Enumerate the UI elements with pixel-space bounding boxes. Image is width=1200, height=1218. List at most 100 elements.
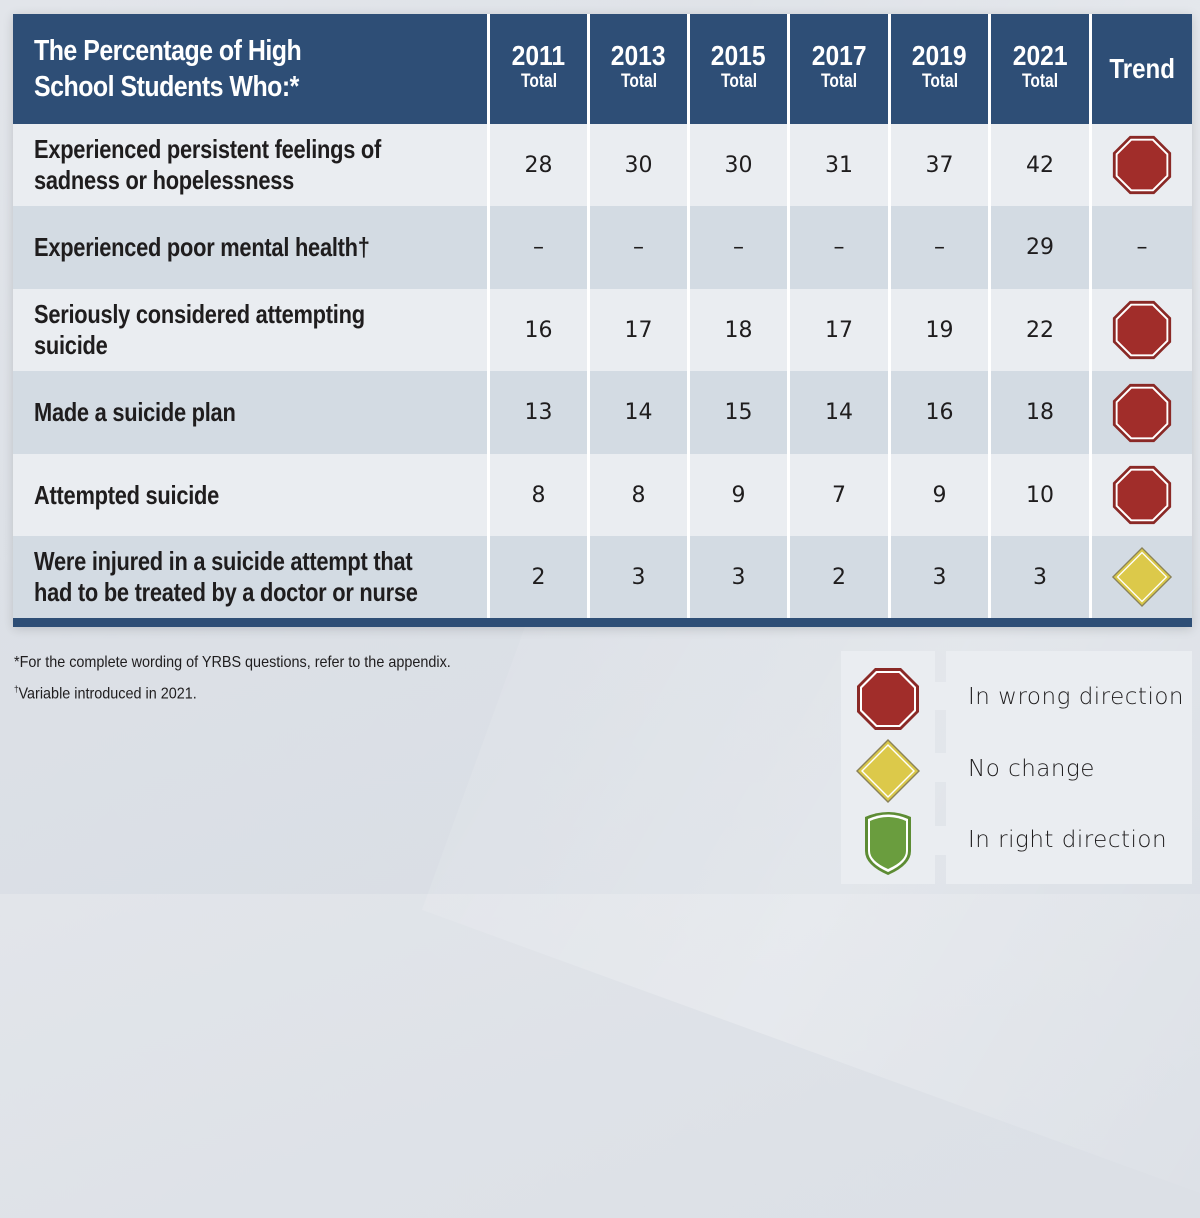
value-cell-2011: 2 [531,564,546,590]
value-cell-2021: 29 [1026,235,1054,260]
legend-label: In right direction [968,827,1168,853]
data-table: The Percentage of High School Students W… [13,14,1192,627]
column-divider [988,14,991,618]
value-cell-2015: 3 [731,564,746,590]
legend-item-right: In right direction [841,805,1192,875]
header-title-line2: School Students Who:* [34,71,299,103]
row-label-line1: Were injured in a suicide attempt that [34,546,413,576]
value-cell-2011: – [533,235,544,260]
value-cell-2011: 28 [524,152,553,178]
yield-diamond-icon [856,739,920,803]
value-cell-2019: 37 [925,152,954,178]
value-cell-2011: 8 [531,482,546,508]
legend-connector [935,826,946,855]
legend-label: In wrong direction [968,684,1184,710]
stop-octagon-icon [857,668,919,730]
row-label-line1: Attempted suicide [34,479,220,510]
value-cell-2011: 16 [524,317,553,343]
legend-item-nochange: No change [841,734,1192,804]
column-divider [587,14,590,618]
header-year-2021: 2021 Total [991,14,1089,124]
legend-text-panel [946,651,1192,884]
row-label-line2: suicide [34,330,108,360]
value-cell-2013: – [633,235,644,260]
value-cell-2021: 22 [1026,317,1054,343]
row-label: Seriously considered attempting suicide [13,289,487,371]
table-row: Attempted suicide 8 8 9 7 9 10 [13,454,1192,536]
value-cell-2013: 14 [624,400,653,425]
trend-cell [1092,536,1192,618]
year-label: 2013 [611,40,666,71]
table-row: Experienced poor mental health† – – – – – 29 – [13,206,1192,289]
table-header: The Percentage of High School Students W… [13,14,1192,124]
value-cell-2019: 16 [925,400,954,425]
value-cell-2019: – [934,235,945,260]
value-cell-2019: 19 [925,317,954,343]
value-cell-2017: 2 [832,564,846,590]
value-cell-2015: 9 [731,482,746,508]
total-label: Total [720,71,757,92]
value-cell-2015: – [733,235,744,260]
yield-diamond-icon [1111,546,1173,608]
value-cell-2015: 30 [724,152,753,178]
footnote-wording: *For the complete wording of YRBS questi… [14,654,451,671]
total-label: Total [1021,71,1059,92]
trend-cell [1092,454,1192,536]
value-cell-2017: 31 [825,152,853,178]
value-cell-2013: 3 [631,564,646,590]
value-cell-2021: 42 [1026,152,1054,178]
legend-connector [935,682,946,710]
row-label: Were injured in a suicide attempt that ha… [13,536,487,618]
value-cell-2021: 3 [1033,564,1047,590]
value-cell-2017: 14 [825,400,853,425]
table-row: Seriously considered attempting suicide 16… [13,289,1192,371]
header-year-2013: 2013 Total [590,14,687,124]
table-bottom-bar [13,618,1192,627]
row-label: Made a suicide plan [13,371,487,454]
trend-label: Trend [1109,53,1175,84]
stop-octagon-icon [1112,300,1172,360]
row-label-line2: sadness or hopelessness [34,165,295,195]
year-label: 2011 [511,40,566,71]
stop-octagon-icon [1112,383,1172,442]
trend-legend: In wrong direction No change In right di… [841,651,1192,884]
row-label: Experienced poor mental health† [13,206,487,289]
total-label: Total [620,71,657,92]
trend-cell [1092,289,1192,371]
legend-label: No change [968,756,1095,782]
header-year-2011: 2011 Total [490,14,587,124]
column-divider [687,14,690,618]
row-label-line1: Made a suicide plan [34,397,236,427]
header-year-2017: 2017 Total [790,14,888,124]
value-cell-2017: 7 [832,482,846,508]
column-divider [888,14,891,618]
trend-cell [1092,371,1192,454]
footnote-variable-text: Variable introduced in 2021. [18,685,197,703]
stop-octagon-icon [1112,135,1172,195]
year-label: 2019 [912,40,967,71]
table-row: Experienced persistent feelings of sadnes… [13,124,1192,206]
row-label-line1: Experienced poor mental health† [34,232,370,262]
column-divider [787,14,790,618]
footnote-variable: †Variable introduced in 2021. [14,684,197,703]
trend-cell [1092,124,1192,206]
value-cell-2021: 18 [1026,400,1054,425]
total-label: Total [820,71,858,92]
year-label: 2017 [811,40,867,71]
table-row: Were injured in a suicide attempt that ha… [13,536,1192,618]
year-label: 2015 [711,40,766,71]
value-cell-2019: 3 [932,564,947,590]
row-label: Attempted suicide [13,454,487,536]
row-label-line1: Seriously considered attempting [34,299,365,329]
header-trend: Trend [1092,14,1192,124]
value-cell-2013: 17 [624,317,653,343]
row-label-line1: Experienced persistent feelings of [34,134,382,164]
row-label-line2: had to be treated by a doctor or nurse [34,577,418,607]
total-label: Total [520,71,557,92]
value-cell-2013: 8 [631,482,646,508]
shield-icon [865,812,911,875]
header-year-2015: 2015 Total [690,14,787,124]
value-cell-2017: 17 [825,317,853,343]
trend-cell: – [1136,235,1148,260]
year-label: 2021 [1012,40,1068,71]
